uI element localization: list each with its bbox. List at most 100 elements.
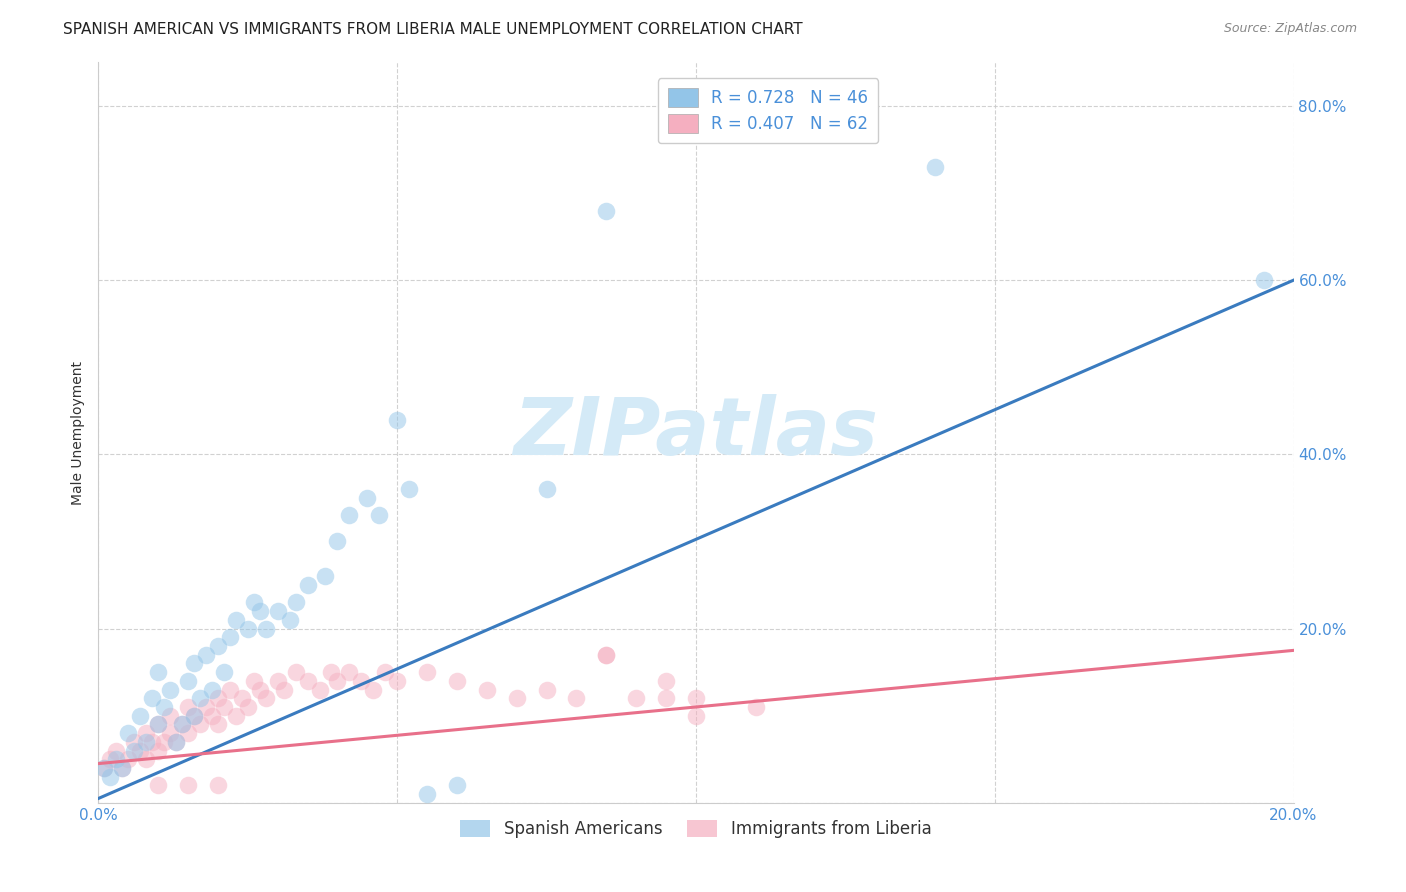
Point xyxy=(356,491,378,505)
Point xyxy=(212,665,235,680)
Point xyxy=(655,673,678,688)
Point xyxy=(339,508,361,523)
Point xyxy=(273,682,295,697)
Point xyxy=(278,613,301,627)
Point xyxy=(141,735,163,749)
Point xyxy=(124,743,146,757)
Point xyxy=(385,412,409,426)
Point xyxy=(135,726,157,740)
Point xyxy=(172,717,194,731)
Point xyxy=(141,691,163,706)
Point xyxy=(595,648,617,662)
Point xyxy=(1253,273,1275,287)
Point xyxy=(506,691,529,706)
Point xyxy=(177,726,200,740)
Point xyxy=(416,787,439,801)
Point xyxy=(243,595,266,609)
Point xyxy=(129,743,152,757)
Text: SPANISH AMERICAN VS IMMIGRANTS FROM LIBERIA MALE UNEMPLOYMENT CORRELATION CHART: SPANISH AMERICAN VS IMMIGRANTS FROM LIBE… xyxy=(63,22,803,37)
Point xyxy=(284,665,307,680)
Point xyxy=(165,735,187,749)
Point xyxy=(135,752,157,766)
Point xyxy=(148,743,170,757)
Point xyxy=(924,160,946,174)
Point xyxy=(177,700,200,714)
Point xyxy=(165,735,187,749)
Point xyxy=(254,691,277,706)
Point xyxy=(536,482,558,496)
Point xyxy=(595,203,617,218)
Point xyxy=(207,639,229,653)
Point xyxy=(326,534,349,549)
Point xyxy=(177,673,200,688)
Point xyxy=(111,761,134,775)
Point xyxy=(159,726,181,740)
Point xyxy=(315,569,337,583)
Point xyxy=(685,708,707,723)
Point xyxy=(148,665,170,680)
Point xyxy=(350,673,373,688)
Point xyxy=(655,691,678,706)
Point xyxy=(93,761,115,775)
Point xyxy=(207,778,229,792)
Point xyxy=(93,761,115,775)
Point xyxy=(172,717,194,731)
Point xyxy=(148,717,170,731)
Point xyxy=(249,682,271,697)
Point xyxy=(159,682,181,697)
Point xyxy=(153,700,176,714)
Point xyxy=(105,752,128,766)
Point xyxy=(236,622,259,636)
Text: ZIPatlas: ZIPatlas xyxy=(513,393,879,472)
Point xyxy=(183,657,205,671)
Point xyxy=(254,622,277,636)
Point xyxy=(195,648,218,662)
Point xyxy=(284,595,307,609)
Point xyxy=(177,778,200,792)
Point xyxy=(368,508,391,523)
Legend: Spanish Americans, Immigrants from Liberia: Spanish Americans, Immigrants from Liber… xyxy=(453,812,939,847)
Point xyxy=(339,665,361,680)
Point xyxy=(297,578,319,592)
Point xyxy=(626,691,648,706)
Point xyxy=(207,717,229,731)
Point xyxy=(249,604,271,618)
Point xyxy=(124,735,146,749)
Point xyxy=(148,778,170,792)
Point xyxy=(326,673,349,688)
Point xyxy=(595,648,617,662)
Point xyxy=(98,752,122,766)
Point xyxy=(446,778,468,792)
Point xyxy=(148,717,170,731)
Point xyxy=(153,735,176,749)
Point xyxy=(416,665,439,680)
Point xyxy=(219,630,242,644)
Point xyxy=(475,682,498,697)
Point xyxy=(183,708,205,723)
Point xyxy=(159,708,181,723)
Point xyxy=(201,682,224,697)
Point xyxy=(236,700,259,714)
Point xyxy=(207,691,229,706)
Point xyxy=(385,673,409,688)
Point xyxy=(188,691,211,706)
Text: Source: ZipAtlas.com: Source: ZipAtlas.com xyxy=(1223,22,1357,36)
Point xyxy=(111,761,134,775)
Point xyxy=(745,700,768,714)
Point xyxy=(297,673,319,688)
Point xyxy=(117,752,139,766)
Point xyxy=(195,700,218,714)
Point xyxy=(212,700,235,714)
Point xyxy=(685,691,707,706)
Point xyxy=(98,770,122,784)
Point xyxy=(308,682,330,697)
Point xyxy=(201,708,224,723)
Point xyxy=(565,691,588,706)
Point xyxy=(243,673,266,688)
Point xyxy=(117,726,139,740)
Point xyxy=(183,708,205,723)
Point xyxy=(398,482,420,496)
Point xyxy=(536,682,558,697)
Y-axis label: Male Unemployment: Male Unemployment xyxy=(72,360,86,505)
Point xyxy=(267,604,290,618)
